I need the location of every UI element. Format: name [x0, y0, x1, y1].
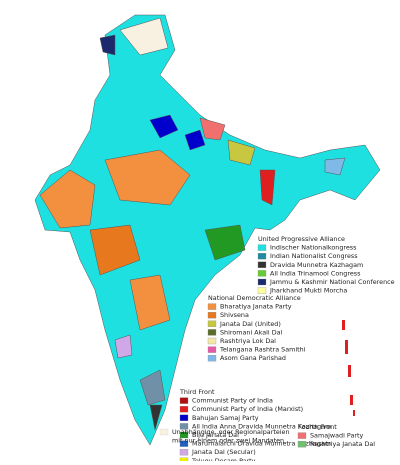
- legend-swatch: [207, 329, 217, 336]
- legend-swatch: [207, 312, 217, 319]
- legend-label: Communist Party of India: [192, 397, 273, 405]
- legend-label: Communist Party of India (Marxist): [192, 405, 303, 413]
- island: [342, 320, 345, 330]
- islands: [342, 320, 355, 416]
- region: [227, 139, 256, 166]
- legend-label: All India Anna Dravida Munnetra Kazhagam: [192, 422, 331, 430]
- legend-group-title: National Democratic Alliance: [208, 294, 301, 302]
- legend-swatch: [179, 414, 189, 421]
- legend-label: Unabhängige, oder Regionalparteien: [172, 428, 290, 436]
- legend-label: Jharkhand Mukti Morcha: [269, 287, 347, 295]
- legend-swatch: [159, 428, 169, 436]
- region: [149, 114, 179, 139]
- legend-swatch: [257, 244, 267, 251]
- india-map: [34, 14, 381, 446]
- legend-label: All India Trinamool Congress: [270, 269, 361, 277]
- legend-swatch: [179, 423, 189, 430]
- legend-group-title: United Progressive Alliance: [258, 235, 345, 243]
- legend-swatch: [207, 303, 217, 310]
- legend-label: Shivsena: [220, 311, 249, 319]
- legend-label: Rashtriya Janata Dal: [310, 440, 375, 448]
- legend-label: mit nur einem oder zwei Mandaten: [172, 437, 284, 445]
- legend-label: Bahujan Samaj Party: [192, 414, 259, 422]
- legend-swatch: [297, 441, 307, 448]
- legend-label: Indischer Nationalkongress: [270, 244, 357, 252]
- legend-label: Shiromani Akali Dal: [220, 328, 283, 336]
- legend-label: Biju Janata Dal: [192, 431, 239, 439]
- island: [353, 410, 355, 416]
- legend-swatch: [257, 278, 267, 286]
- region: [99, 34, 116, 56]
- legend-swatch: [179, 440, 189, 447]
- legend-label: Samajwadi Party: [310, 432, 364, 440]
- legend-label: Janata Dal (United): [219, 320, 281, 328]
- region: [104, 149, 191, 206]
- region: [199, 117, 226, 141]
- region: [324, 157, 346, 176]
- legend-label: Rashtriya Lok Dal: [220, 337, 276, 345]
- region: [114, 334, 133, 359]
- region: [139, 369, 166, 406]
- legend-label: Telugu Desam Party: [191, 457, 256, 461]
- legend-swatch: [257, 287, 267, 294]
- legend-swatch: [179, 431, 189, 439]
- legend-label: Janata Dal (Secular): [191, 448, 256, 456]
- legend-swatch: [207, 355, 217, 362]
- region: [39, 169, 96, 229]
- island: [345, 340, 348, 354]
- legend-group-title: Third Front: [179, 388, 215, 396]
- region: [119, 17, 169, 56]
- legend-swatch: [257, 261, 267, 268]
- legend-swatch: [179, 449, 189, 456]
- legend-label: Dravida Munnetra Kazhagam: [270, 261, 363, 269]
- region: [204, 224, 246, 261]
- legend-label: Asom Gana Parishad: [220, 354, 286, 362]
- legend-label: Jammu & Kashmir National Conference: [269, 278, 395, 286]
- region: [184, 129, 206, 151]
- legend-swatch: [297, 432, 307, 439]
- legend-label: Indian Nationalist Congress: [270, 252, 358, 260]
- legend-swatch: [207, 346, 217, 353]
- region: [259, 169, 276, 206]
- legend-swatch: [207, 320, 217, 327]
- legend-swatch: [179, 397, 189, 404]
- region: [149, 404, 163, 431]
- legend-label: Marumalarchi Dravida Munnetra Kazhagam: [192, 440, 331, 448]
- legend-swatch: [257, 270, 267, 277]
- legend-label: Telangana Rashtra Samithi: [219, 346, 306, 354]
- region: [89, 224, 141, 276]
- legend-swatch: [179, 406, 189, 413]
- island: [350, 395, 353, 405]
- region: [129, 274, 171, 331]
- legend-group-title: Fourth Front: [298, 423, 337, 431]
- legend-swatch: [257, 253, 267, 260]
- legend-label: Bharatiya Janata Party: [220, 303, 292, 311]
- island: [348, 365, 351, 377]
- legend-swatch: [207, 337, 217, 345]
